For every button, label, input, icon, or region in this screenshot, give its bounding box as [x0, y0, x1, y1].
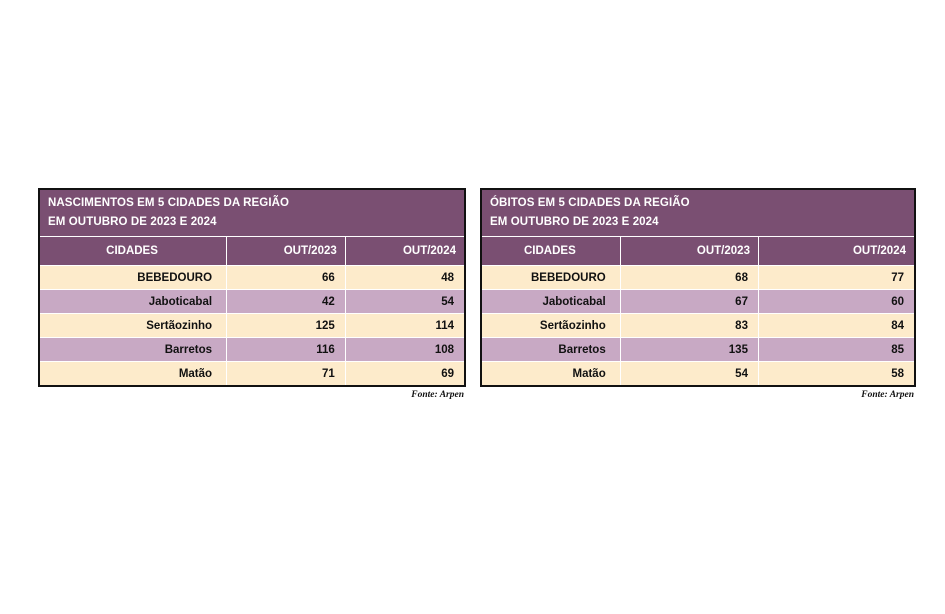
value-2024-cell: 60 — [758, 289, 914, 314]
deaths-table: ÓBITOS EM 5 CIDADES DA REGIÃO EM OUTUBRO… — [480, 188, 916, 387]
value-2023-cell: 83 — [620, 313, 759, 338]
births-table-panel: NASCIMENTOS EM 5 CIDADES DA REGIÃO EM OU… — [38, 188, 466, 400]
header-cities: CIDADES — [40, 236, 228, 266]
value-2023-cell: 125 — [226, 313, 346, 338]
value-2024-cell: 48 — [345, 265, 464, 290]
deaths-source-note: Fonte: Arpen — [861, 390, 914, 400]
deaths-data-table: CIDADES OUT/2023 OUT/2024 BEBEDOURO 68 7… — [482, 236, 914, 385]
city-cell: Jaboticabal — [482, 289, 621, 314]
deaths-title-line2: EM OUTUBRO DE 2023 E 2024 — [490, 216, 659, 228]
value-2023-cell: 116 — [226, 337, 346, 362]
header-out-2024: OUT/2024 — [345, 236, 464, 266]
births-data-table: CIDADES OUT/2023 OUT/2024 BEBEDOURO 66 4… — [40, 236, 464, 385]
value-2024-cell: 58 — [758, 361, 914, 385]
city-cell: Jaboticabal — [40, 289, 228, 314]
value-2023-cell: 135 — [620, 337, 759, 362]
births-table-title: NASCIMENTOS EM 5 CIDADES DA REGIÃO EM OU… — [40, 190, 464, 236]
header-out-2023: OUT/2023 — [620, 236, 759, 266]
deaths-title-line1: ÓBITOS EM 5 CIDADES DA REGIÃO — [490, 197, 690, 209]
table-row: Barretos 116 108 — [40, 337, 464, 362]
value-2023-cell: 42 — [226, 289, 346, 314]
table-row: Sertãozinho 125 114 — [40, 313, 464, 338]
births-title-line2: EM OUTUBRO DE 2023 E 2024 — [48, 216, 217, 228]
header-out-2023: OUT/2023 — [226, 236, 346, 266]
header-row: CIDADES OUT/2023 OUT/2024 — [482, 236, 914, 266]
value-2024-cell: 85 — [758, 337, 914, 362]
table-row: Matão 71 69 — [40, 361, 464, 385]
value-2024-cell: 114 — [345, 313, 464, 338]
city-cell: Sertãozinho — [40, 313, 228, 338]
city-cell: Barretos — [482, 337, 621, 362]
table-row: Matão 54 58 — [482, 361, 914, 385]
city-cell: Matão — [482, 361, 621, 385]
births-title-line1: NASCIMENTOS EM 5 CIDADES DA REGIÃO — [48, 197, 290, 209]
table-row: BEBEDOURO 66 48 — [40, 265, 464, 290]
value-2024-cell: 77 — [758, 265, 914, 290]
deaths-table-panel: ÓBITOS EM 5 CIDADES DA REGIÃO EM OUTUBRO… — [480, 188, 916, 400]
city-cell: BEBEDOURO — [40, 265, 228, 290]
table-row: Jaboticabal 42 54 — [40, 289, 464, 314]
city-cell: BEBEDOURO — [482, 265, 621, 290]
header-cities: CIDADES — [482, 236, 621, 266]
header-out-2024: OUT/2024 — [758, 236, 914, 266]
value-2024-cell: 69 — [345, 361, 464, 385]
deaths-table-title: ÓBITOS EM 5 CIDADES DA REGIÃO EM OUTUBRO… — [482, 190, 914, 236]
table-row: Sertãozinho 83 84 — [482, 313, 914, 338]
births-source-note: Fonte: Arpen — [411, 390, 464, 400]
city-cell: Sertãozinho — [482, 313, 621, 338]
value-2023-cell: 54 — [620, 361, 759, 385]
header-row: CIDADES OUT/2023 OUT/2024 — [40, 236, 464, 266]
value-2023-cell: 66 — [226, 265, 346, 290]
value-2024-cell: 54 — [345, 289, 464, 314]
table-row: Barretos 135 85 — [482, 337, 914, 362]
value-2023-cell: 68 — [620, 265, 759, 290]
value-2023-cell: 67 — [620, 289, 759, 314]
table-row: BEBEDOURO 68 77 — [482, 265, 914, 290]
value-2024-cell: 84 — [758, 313, 914, 338]
births-table: NASCIMENTOS EM 5 CIDADES DA REGIÃO EM OU… — [38, 188, 466, 387]
city-cell: Barretos — [40, 337, 228, 362]
value-2023-cell: 71 — [226, 361, 346, 385]
table-row: Jaboticabal 67 60 — [482, 289, 914, 314]
city-cell: Matão — [40, 361, 228, 385]
value-2024-cell: 108 — [345, 337, 464, 362]
